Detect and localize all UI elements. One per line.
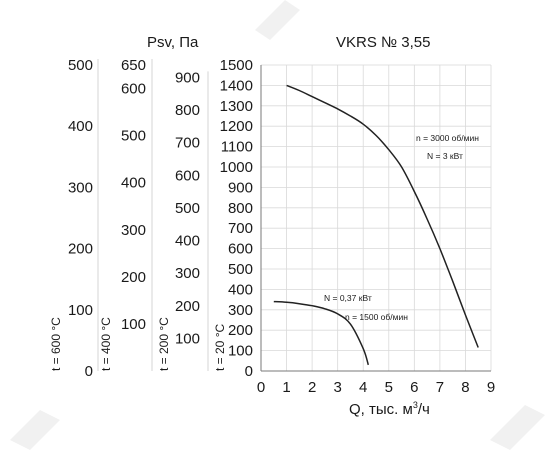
y-tick-label: 1100 xyxy=(221,139,253,156)
y-tick-label: 300 xyxy=(228,302,253,319)
y-tick-label: 500 xyxy=(68,57,93,74)
temperature-scale-label: t = 200 °C xyxy=(157,317,171,371)
x-tick-label: 0 xyxy=(257,379,265,396)
y-tick-label: 400 xyxy=(68,118,93,135)
curves xyxy=(273,84,479,366)
temperature-scale-label: t = 400 °C xyxy=(99,317,113,371)
y-tick-label: 1400 xyxy=(220,77,253,94)
x-axis-label: Q, тыс. м3/ч xyxy=(349,400,430,418)
x-tick-label: 9 xyxy=(487,379,495,396)
grid xyxy=(260,64,492,372)
temperature-scale-label: t = 600 °C xyxy=(49,317,63,371)
y-tick-label: 500 xyxy=(228,261,253,278)
y-tick-label: 700 xyxy=(228,220,253,237)
y-tick-label: 300 xyxy=(121,222,146,239)
x-tick-label: 2 xyxy=(308,379,316,396)
y-tick-label: 1500 xyxy=(220,57,253,74)
curve-annotation: n = 1500 об/мин xyxy=(345,312,408,322)
y-tick-label: 0 xyxy=(245,363,253,380)
y-tick-label: 400 xyxy=(121,175,146,192)
x-tick-label: 4 xyxy=(359,379,367,396)
y-tick-label: 600 xyxy=(121,81,146,98)
performance-curve xyxy=(286,84,479,348)
y-tick-label: 650 xyxy=(121,57,146,74)
watermark-mark-3 xyxy=(490,405,545,450)
pressure-axis-title: Psv, Па xyxy=(147,34,199,51)
y-tick-label: 200 xyxy=(175,298,200,315)
axes xyxy=(97,59,491,372)
y-tick-label: 1200 xyxy=(220,118,253,135)
y-tick-label: 100 xyxy=(228,343,253,360)
y-tick-label: 100 xyxy=(121,316,146,333)
y-tick-label: 800 xyxy=(175,102,200,119)
y-tick-label: 200 xyxy=(68,241,93,258)
x-tick-label: 8 xyxy=(461,379,469,396)
y-tick-label: 500 xyxy=(175,200,200,217)
y-tick-label: 500 xyxy=(121,128,146,145)
chart-title: VKRS № 3,55 xyxy=(336,34,430,51)
x-tick-label: 6 xyxy=(410,379,418,396)
y-tick-label: 700 xyxy=(175,135,200,152)
x-tick-label: 7 xyxy=(436,379,444,396)
y-tick-label: 100 xyxy=(68,302,93,319)
watermark-mark-2 xyxy=(255,0,300,40)
curve-annotation: N = 3 кВт xyxy=(427,151,463,161)
y-tick-label: 200 xyxy=(121,269,146,286)
watermark xyxy=(10,0,545,450)
curve-annotation: N = 0,37 кВт xyxy=(324,293,372,303)
y-tick-label: 1300 xyxy=(220,98,253,115)
y-tick-label: 0 xyxy=(85,363,93,380)
y-tick-label: 400 xyxy=(175,233,200,250)
performance-curve xyxy=(273,300,370,366)
x-tick-label: 5 xyxy=(385,379,393,396)
y-tick-label: 300 xyxy=(68,179,93,196)
y-tick-label: 600 xyxy=(228,241,253,258)
x-tick-label: 1 xyxy=(282,379,290,396)
y-tick-label: 1000 xyxy=(220,159,253,176)
y-tick-label: 600 xyxy=(175,167,200,184)
y-tick-label: 900 xyxy=(228,179,253,196)
y-tick-label: 800 xyxy=(228,200,253,217)
temperature-scale-label: t = 20 °C xyxy=(213,324,227,371)
y-tick-label: 100 xyxy=(175,330,200,347)
y-tick-label: 300 xyxy=(175,265,200,282)
watermark-mark-1 xyxy=(10,410,60,450)
y-tick-label: 400 xyxy=(228,281,253,298)
y-tick-label: 200 xyxy=(228,322,253,339)
curve-annotation: n = 3000 об/мин xyxy=(416,133,479,143)
x-tick-label: 3 xyxy=(333,379,341,396)
y-tick-label: 900 xyxy=(175,69,200,86)
